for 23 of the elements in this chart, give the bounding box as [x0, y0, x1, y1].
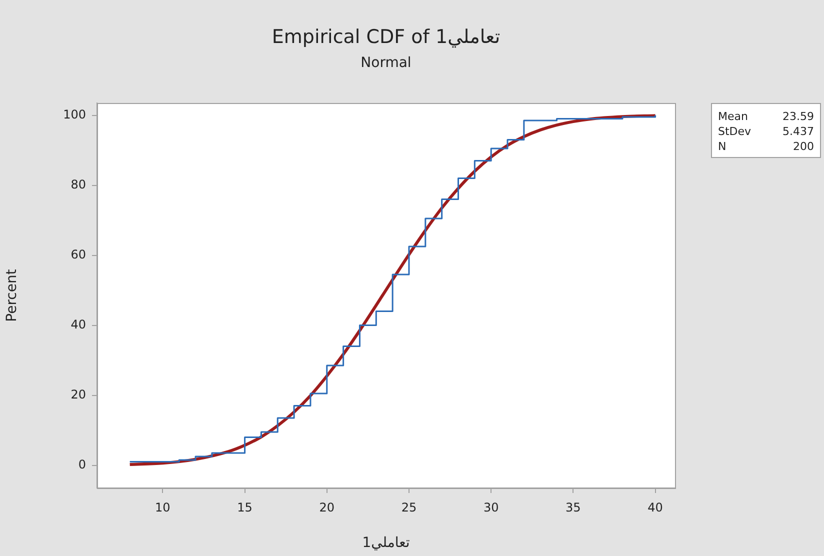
x-axis-title: تعاملي1 — [362, 535, 410, 552]
text: 5.437 — [782, 125, 814, 138]
y-tick-label: 80 — [70, 177, 86, 192]
x-tick-label: 25 — [401, 500, 417, 514]
text: Mean — [718, 110, 749, 123]
text: StDev — [718, 125, 752, 138]
text: 200 — [792, 140, 814, 153]
y-tick-label: 0 — [78, 457, 86, 472]
y-tick-label: 60 — [70, 247, 86, 262]
x-tick-label: 10 — [155, 500, 170, 514]
chart-title: Empirical CDF of تعاملي1 — [270, 26, 502, 48]
x-tick-label: 30 — [483, 500, 499, 514]
x-tick-label: 15 — [237, 500, 252, 514]
y-tick-label: 20 — [70, 387, 86, 402]
text: 23.59 — [782, 110, 814, 123]
x-tick-label: 20 — [319, 500, 335, 514]
y-tick-label: 100 — [63, 107, 86, 122]
text: N — [718, 140, 728, 153]
y-tick-label: 40 — [70, 317, 86, 332]
x-tick-label: 35 — [566, 500, 581, 514]
x-tick-label: 40 — [648, 500, 663, 514]
y-axis-title: Percent — [4, 268, 20, 322]
chart-subtitle: Normal — [360, 55, 412, 71]
